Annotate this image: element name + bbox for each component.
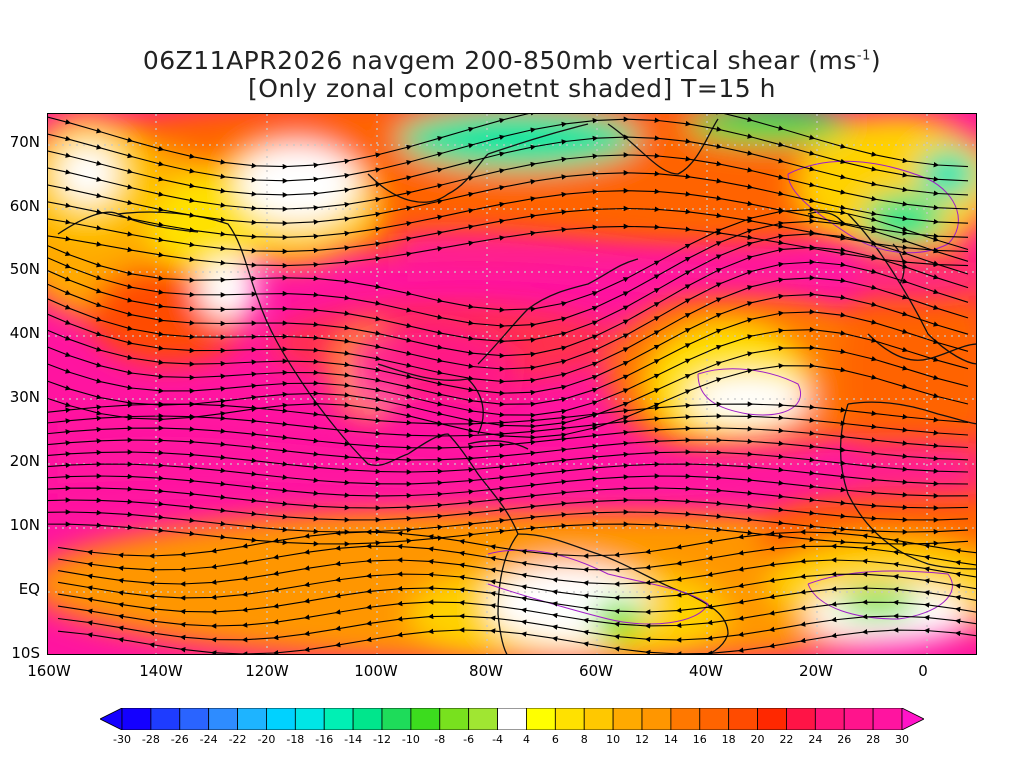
latitude-label: EQ <box>18 580 40 598</box>
latitude-label: 50N <box>9 260 40 278</box>
colorbar-cell <box>670 708 701 730</box>
colorbar-label: -4 <box>492 733 504 746</box>
colorbar-cell <box>208 708 238 730</box>
colorbar-cell <box>583 708 614 730</box>
longitude-label: 0 <box>918 662 928 680</box>
colorbar-label: 24 <box>808 733 823 746</box>
colorbar-label: -18 <box>286 733 305 746</box>
longitude-label: 140W <box>139 662 183 680</box>
colorbar-cell <box>843 708 874 730</box>
colorbar-label: -28 <box>141 733 160 746</box>
latitude-label: 40N <box>9 324 40 342</box>
colorbar-label: -26 <box>170 733 189 746</box>
colorbar-label: 28 <box>866 733 881 746</box>
colorbar-label: -24 <box>199 733 218 746</box>
latitude-label: 30N <box>9 388 40 406</box>
colorbar-cell <box>266 708 296 730</box>
longitude-label: 80W <box>469 662 503 680</box>
latitude-label: 10S <box>11 644 40 662</box>
chart-title: 06Z11APR2026 navgem 200-850mb vertical s… <box>142 46 882 75</box>
colorbar-label: -20 <box>257 733 276 746</box>
colorbar-left-arrow <box>100 708 123 730</box>
longitude-label: 60W <box>579 662 613 680</box>
colorbar-cell <box>179 708 210 730</box>
longitude-label: 40W <box>689 662 723 680</box>
colorbar-cell <box>641 708 672 730</box>
colorbar-cell <box>294 708 325 730</box>
colorbar-label: 10 <box>606 733 621 746</box>
colorbar-cell <box>410 708 441 730</box>
colorbar-cell <box>121 708 152 730</box>
colorbar-label: -8 <box>434 733 446 746</box>
streamlines <box>48 114 976 654</box>
colorbar-cell <box>352 708 383 730</box>
colorbar <box>100 708 924 730</box>
shear-map <box>48 114 976 654</box>
latitude-label: 20N <box>9 452 40 470</box>
colorbar-cell <box>872 708 903 730</box>
colorbar-label: 30 <box>895 733 909 746</box>
latitude-label: 70N <box>9 133 40 151</box>
colorbar-cell <box>757 708 787 730</box>
colorbar-cell <box>497 708 527 730</box>
colorbar-label: 26 <box>837 733 852 746</box>
colorbar-label: 4 <box>522 733 530 746</box>
colorbar-label: -14 <box>344 733 363 746</box>
colorbar-cell <box>612 708 643 730</box>
colorbar-label: -12 <box>373 733 391 746</box>
colorbar-label: 16 <box>692 733 707 746</box>
chart-subtitle: [Only zonal componetnt shaded] T=15 h <box>248 74 776 103</box>
colorbar-label: 14 <box>663 733 678 746</box>
colorbar-cell <box>526 708 556 730</box>
latitude-label: 60N <box>9 197 40 215</box>
colorbar-label: 18 <box>721 733 736 746</box>
colorbar-label: 6 <box>551 733 559 746</box>
colorbar-cell <box>814 708 845 730</box>
colorbar-label: -10 <box>401 733 420 746</box>
longitude-label: 20W <box>799 662 833 680</box>
colorbar-label: 12 <box>635 733 649 746</box>
colorbar-cell <box>699 708 730 730</box>
colorbar-label: 20 <box>750 733 765 746</box>
colorbar-cell <box>554 708 585 730</box>
colorbar-cell <box>237 708 267 730</box>
longitude-label: 120W <box>245 662 289 680</box>
colorbar-cell <box>323 708 354 730</box>
colorbar-label: -30 <box>113 733 131 746</box>
longitude-label: 160W <box>27 662 71 680</box>
streamline <box>48 223 969 269</box>
longitude-label: 100W <box>354 662 398 680</box>
map-panel <box>47 113 977 655</box>
colorbar-label: -6 <box>463 733 475 746</box>
colorbar-right-arrow <box>901 708 924 730</box>
colorbar-label: -16 <box>315 733 334 746</box>
streamline <box>57 627 976 654</box>
colorbar-cell <box>728 708 758 730</box>
colorbar-cell <box>381 708 412 730</box>
colorbar-label: 22 <box>779 733 794 746</box>
latitude-label: 10N <box>9 516 40 534</box>
colorbar-cell <box>150 708 181 730</box>
colorbar-cell <box>439 708 470 730</box>
colorbar-label: 8 <box>580 733 588 746</box>
colorbar-label: -22 <box>228 733 247 746</box>
colorbar-cell <box>468 708 498 730</box>
colorbar-cell <box>786 708 816 730</box>
